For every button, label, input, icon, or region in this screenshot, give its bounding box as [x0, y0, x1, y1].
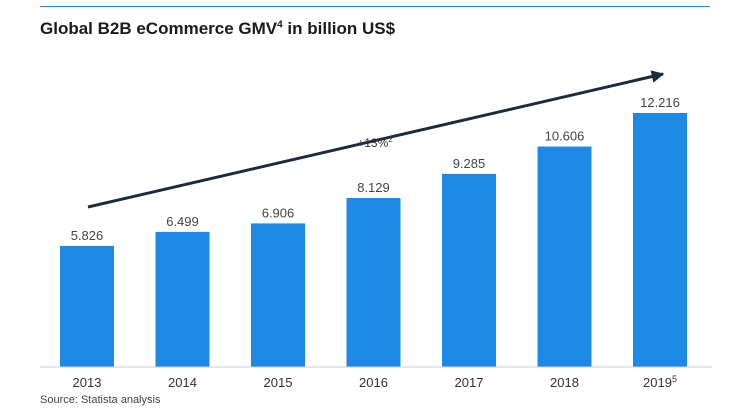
chart-title: Global B2B eCommerce GMV4 in billion US$: [40, 19, 395, 39]
x-tick-2017: 2017: [455, 375, 484, 390]
data-label-2014: 6.499: [166, 214, 199, 229]
cagr-trend-arrow: [87, 70, 665, 209]
bar-2018: [537, 146, 592, 367]
x-tick-2014: 2014: [168, 375, 197, 390]
data-label-2013: 5.826: [71, 228, 104, 243]
chart-title-footnote: 4: [277, 19, 283, 31]
x-tick-2016: 2016: [359, 375, 388, 390]
x-tick-2013: 2013: [73, 375, 102, 390]
bar-2017: [442, 173, 496, 367]
data-label-2019: 12.216: [640, 95, 680, 110]
data-label-2017: 9.285: [453, 156, 486, 171]
top-rule: [40, 6, 710, 7]
chart-title-text: Global B2B eCommerce GMV: [40, 19, 278, 38]
data-label-2016: 8.129: [357, 180, 390, 195]
cagr-label: +13%2: [357, 135, 393, 150]
data-label-2018: 10.606: [545, 129, 585, 144]
chart-title-suffix: in billion US$: [282, 19, 396, 38]
x-tick-2018: 2018: [550, 375, 579, 390]
x-tick-2015: 2015: [264, 375, 293, 390]
bar-2013: [60, 245, 114, 367]
source-note: Source: Statista analysis: [40, 394, 161, 406]
bar-2019: [633, 113, 687, 367]
x-tick-2019: 20195: [643, 374, 677, 390]
bar-2016: [346, 198, 401, 367]
bar-2015: [251, 223, 305, 367]
bar-2014: [155, 231, 210, 367]
data-label-2015: 6.906: [262, 205, 295, 220]
